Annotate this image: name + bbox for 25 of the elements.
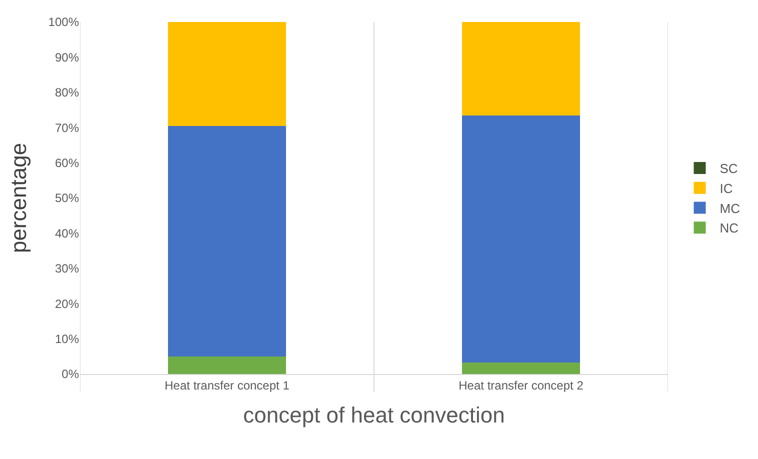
legend-label: IC	[720, 180, 733, 196]
legend-label: NC	[720, 220, 739, 236]
bar	[168, 22, 286, 126]
y-tick-label: 90%	[54, 50, 80, 64]
bar	[462, 22, 580, 116]
legend-label: SC	[720, 161, 738, 176]
x-tick-label: Heat transfer concept 1	[164, 378, 290, 392]
y-tick-label: 70%	[54, 120, 80, 135]
y-axis-title: percentage	[6, 142, 32, 254]
y-tick-label: 60%	[54, 156, 80, 170]
bar	[168, 126, 286, 356]
y-tick-label: 80%	[54, 86, 80, 100]
bar	[462, 115, 580, 362]
y-tick-label: 0%	[62, 367, 80, 382]
y-tick-label: 40%	[54, 226, 80, 240]
x-tick-label: Heat transfer concept 2	[458, 378, 584, 392]
legend-label: MC	[720, 200, 740, 216]
y-tick-label: 100%	[48, 15, 80, 30]
y-tick-label: 30%	[54, 262, 80, 276]
y-tick-label: 10%	[54, 332, 80, 346]
bar	[168, 356, 286, 374]
bar	[462, 362, 580, 374]
y-tick-label: 20%	[54, 296, 80, 311]
x-axis-title: concept of heat convection	[243, 402, 505, 428]
y-tick-label: 50%	[54, 191, 80, 206]
